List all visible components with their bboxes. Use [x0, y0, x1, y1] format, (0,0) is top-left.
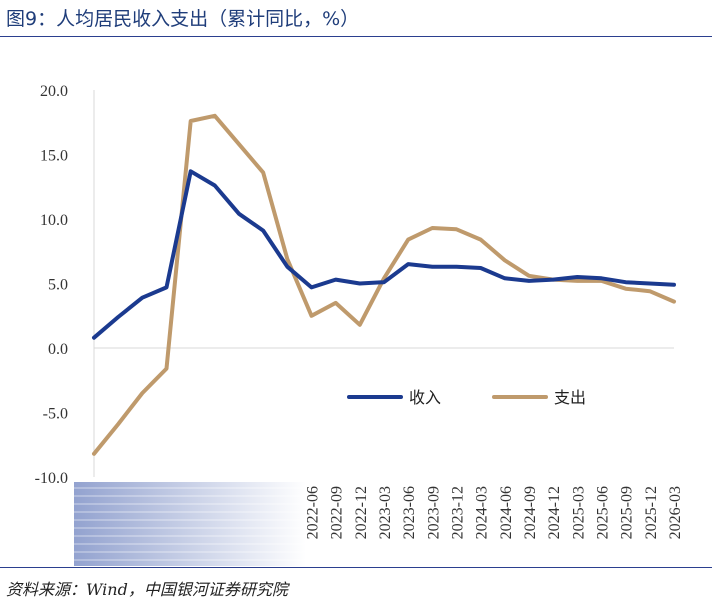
bottom-rule: [0, 567, 712, 568]
y-tick-label: 15.0: [40, 148, 68, 165]
legend-label-income: 收入: [409, 388, 441, 407]
top-rule: [0, 36, 712, 37]
legend: 收入 支出: [347, 388, 586, 407]
axes: [93, 90, 674, 477]
y-tick-labels: 20.0 15.0 10.0 5.0 0.0 -5.0 -10.0: [35, 83, 68, 487]
x-tick-label: 2026-03: [667, 486, 684, 539]
x-tick-label: 2023-06: [401, 486, 418, 539]
x-tick-label: 2022-12: [353, 486, 370, 539]
x-tick-label: 2022-06: [305, 486, 322, 539]
y-tick-label: 5.0: [48, 277, 68, 294]
series-line-income: [92, 169, 676, 340]
series-lines: [92, 113, 676, 456]
legend-label-expenditure: 支出: [554, 388, 586, 407]
y-tick-label: 0.0: [48, 341, 68, 358]
source-note: 资料来源：Wind，中国银河证券研究院: [6, 580, 288, 599]
x-tick-label: 2023-03: [377, 486, 394, 539]
x-tick-label: 2023-09: [425, 486, 442, 539]
series-line-expenditure: [92, 113, 676, 456]
y-tick-label: -5.0: [43, 406, 68, 423]
figure-title: 图9：人均居民收入支出（累计同比，%）: [6, 8, 360, 30]
x-tick-label: 2025-03: [570, 486, 587, 539]
y-tick-label: 20.0: [40, 83, 68, 100]
x-tick-labels: 2022-06 2022-09 2022-12 2023-03 2023-06 2023-…: [305, 486, 685, 539]
x-tick-label: 2024-09: [522, 486, 539, 539]
x-tick-label: 2024-03: [474, 486, 491, 539]
line-chart: 20.015.010.05.00.0-5.0-10.0 2022-06 2022-…: [35, 83, 685, 566]
x-tick-label: 2024-06: [498, 486, 515, 539]
x-tick-label: 2024-12: [546, 486, 563, 539]
x-tick-label: 2025-06: [595, 486, 612, 539]
fade-band: [74, 482, 306, 566]
x-tick-label: 2025-12: [643, 486, 660, 539]
x-tick-label: 2025-09: [619, 486, 636, 539]
x-tick-label: 2022-09: [329, 486, 346, 539]
y-tick-label: 10.0: [40, 212, 68, 229]
x-axis-fade-overlay: [74, 482, 306, 566]
x-tick-label: 2023-12: [450, 486, 467, 539]
y-tick-label: -10.0: [35, 470, 68, 487]
